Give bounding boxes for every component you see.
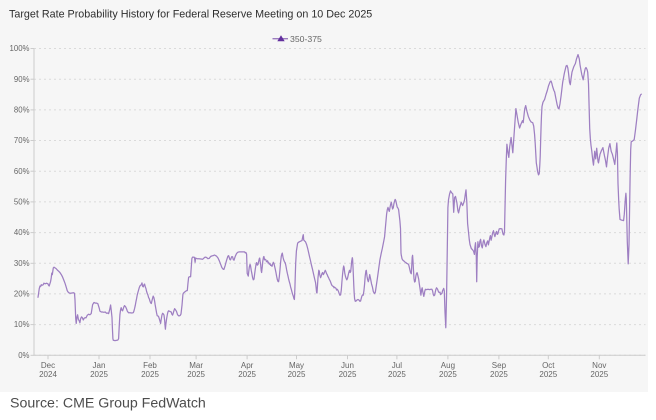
svg-text:2025: 2025: [539, 370, 557, 379]
svg-text:2025: 2025: [187, 370, 205, 379]
svg-text:2024: 2024: [39, 370, 57, 379]
svg-text:350-375: 350-375: [290, 34, 322, 44]
svg-text:2025: 2025: [490, 370, 508, 379]
svg-text:Mar: Mar: [189, 361, 203, 370]
svg-text:2025: 2025: [238, 370, 256, 379]
svg-text:2025: 2025: [439, 370, 457, 379]
svg-text:2025: 2025: [90, 370, 108, 379]
svg-text:10%: 10%: [14, 320, 30, 329]
svg-text:Dec: Dec: [41, 361, 55, 370]
svg-text:Feb: Feb: [143, 361, 157, 370]
svg-text:Aug: Aug: [441, 361, 455, 370]
svg-text:Apr: Apr: [241, 361, 254, 370]
svg-text:Sep: Sep: [492, 361, 507, 370]
svg-text:2025: 2025: [141, 370, 159, 379]
svg-text:Nov: Nov: [592, 361, 606, 370]
svg-text:90%: 90%: [14, 75, 30, 84]
svg-text:Jan: Jan: [93, 361, 106, 370]
svg-text:30%: 30%: [14, 259, 30, 268]
svg-text:50%: 50%: [14, 198, 30, 207]
svg-text:Jun: Jun: [341, 361, 354, 370]
svg-text:2025: 2025: [339, 370, 357, 379]
svg-text:60%: 60%: [14, 167, 30, 176]
svg-text:May: May: [289, 361, 304, 370]
svg-text:40%: 40%: [14, 228, 30, 237]
svg-text:Jul: Jul: [392, 361, 402, 370]
svg-text:0%: 0%: [18, 351, 29, 360]
svg-text:20%: 20%: [14, 290, 30, 299]
svg-text:Source: CME Group FedWatch: Source: CME Group FedWatch: [10, 396, 206, 412]
svg-text:2025: 2025: [590, 370, 608, 379]
svg-text:2025: 2025: [388, 370, 406, 379]
svg-text:2025: 2025: [288, 370, 306, 379]
svg-text:100%: 100%: [10, 44, 30, 53]
svg-text:70%: 70%: [14, 136, 30, 145]
svg-text:Target Rate Probability Histor: Target Rate Probability History for Fede…: [9, 9, 372, 21]
svg-text:Oct: Oct: [542, 361, 555, 370]
svg-text:80%: 80%: [14, 106, 30, 115]
